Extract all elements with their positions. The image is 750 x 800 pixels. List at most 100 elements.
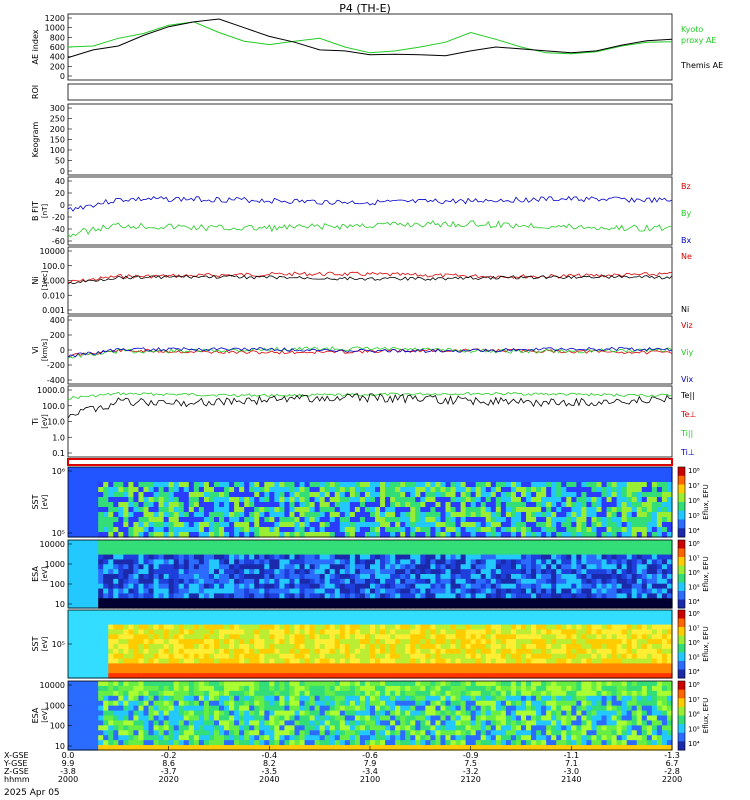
spectrogram-cell <box>636 522 643 528</box>
spectrogram-cell <box>219 554 225 561</box>
spectrogram-cell <box>611 588 618 595</box>
spectrogram-cell <box>359 549 366 556</box>
spectrogram-cell <box>163 673 170 679</box>
spectrogram-cell <box>234 673 240 679</box>
spectrogram-cell <box>420 614 426 621</box>
spectrogram-cell <box>128 472 135 478</box>
spectrogram-cell <box>269 532 275 538</box>
spectrogram-cell <box>354 629 361 635</box>
spectrogram-cell <box>460 644 467 650</box>
spectrogram-cell <box>485 610 492 616</box>
spectrogram-cell <box>460 472 467 478</box>
spectrogram-cell <box>500 517 507 523</box>
spectrogram-cell <box>183 522 190 528</box>
spectrogram-cell <box>666 564 673 570</box>
spectrogram-cell <box>88 527 94 533</box>
spectrogram-cell <box>561 673 567 679</box>
spectrogram-cell <box>299 507 306 513</box>
spectrogram-cell <box>606 467 613 473</box>
spectrogram-cell <box>78 512 84 518</box>
spectrogram-cell <box>576 569 582 575</box>
spectrogram-cell <box>264 467 270 473</box>
spectrogram-cell <box>188 603 195 609</box>
spectrogram-cell <box>475 603 482 609</box>
spectrogram-cell <box>430 482 437 488</box>
spectrogram-cell <box>626 522 633 528</box>
spectrogram-cell <box>103 540 109 546</box>
spectrogram-cell <box>480 467 487 473</box>
spectrogram-cell <box>98 588 104 595</box>
spectrogram-cell <box>279 593 286 599</box>
spectrogram-cell <box>138 564 145 570</box>
spectrogram-cell <box>269 554 275 561</box>
spectrogram-cell <box>631 554 638 561</box>
spectrogram-cell <box>329 472 336 478</box>
spectrogram-cell <box>480 569 487 575</box>
spectrogram-cell <box>380 522 386 528</box>
spectrogram-cell <box>289 603 296 609</box>
spectrogram-cell <box>430 614 437 621</box>
spectrogram-cell <box>88 629 94 635</box>
spectrogram-cell <box>344 593 351 599</box>
spectrogram-cell <box>314 477 321 483</box>
spectrogram-cell <box>229 477 235 483</box>
spectrogram-cell <box>666 559 673 565</box>
spectrogram-cell <box>651 564 658 570</box>
spectrogram-cell <box>455 619 462 626</box>
spectrogram-cell <box>264 564 270 570</box>
spectrogram-cell <box>359 497 366 503</box>
spectrogram-cell <box>349 644 356 650</box>
spectrogram-cell <box>551 477 557 483</box>
spectrogram-cell <box>158 502 165 508</box>
spectrogram-cell <box>138 512 145 518</box>
spectrogram-cell <box>208 497 215 503</box>
spectrogram-cell <box>289 658 296 665</box>
spectrogram-cell <box>123 598 129 604</box>
spectrogram-cell <box>314 559 321 565</box>
spectrogram-cell <box>224 549 230 556</box>
spectrogram-cell <box>193 522 200 528</box>
spectrogram-cell <box>118 492 124 498</box>
spectrogram-cell <box>364 559 371 565</box>
spectrogram-cell <box>435 517 442 523</box>
spectrogram-cell <box>425 578 431 585</box>
spectrogram-cell <box>591 634 598 640</box>
spectrogram-cell <box>213 639 220 645</box>
spectrogram-cell <box>264 634 270 640</box>
spectrogram-cell <box>385 540 391 546</box>
spectrogram-cell <box>269 634 275 640</box>
spectrogram-cell <box>621 482 628 488</box>
spectrogram-cell <box>415 492 421 498</box>
spectrogram-cell <box>234 619 240 626</box>
spectrogram-cell <box>571 583 577 590</box>
spectrogram-cell <box>289 564 296 570</box>
spectrogram-cell <box>420 598 426 604</box>
spectrogram-cell <box>168 648 175 655</box>
spectrogram-cell <box>118 532 124 538</box>
spectrogram-cell <box>510 554 517 561</box>
spectrogram-cell <box>93 544 99 551</box>
spectrogram-cell <box>385 583 391 590</box>
spectrogram-cell <box>229 532 235 538</box>
spectrogram-cell <box>128 482 135 488</box>
spectrogram-cell <box>274 634 280 640</box>
spectrogram-cell <box>375 549 381 556</box>
spectrogram-cell <box>495 629 502 635</box>
spectrogram-cell <box>289 634 296 640</box>
spectrogram-cell <box>375 578 381 585</box>
spectrogram-cell <box>561 663 567 669</box>
spectrogram-cell <box>526 663 532 669</box>
spectrogram-cell <box>581 549 588 556</box>
spectrogram-cell <box>133 507 140 513</box>
spectrogram-cell <box>329 482 336 488</box>
spectrogram-cell <box>450 544 457 551</box>
spectrogram-cell <box>73 482 79 488</box>
spectrogram-cell <box>551 559 557 565</box>
spectrogram-cell <box>515 477 522 483</box>
spectrogram-cell <box>354 467 361 473</box>
spectrogram-cell <box>385 658 391 665</box>
spectrogram-cell <box>239 544 245 551</box>
spectrogram-cell <box>314 668 321 674</box>
spectrogram-cell <box>571 549 577 556</box>
spectrogram-cell <box>415 559 421 565</box>
